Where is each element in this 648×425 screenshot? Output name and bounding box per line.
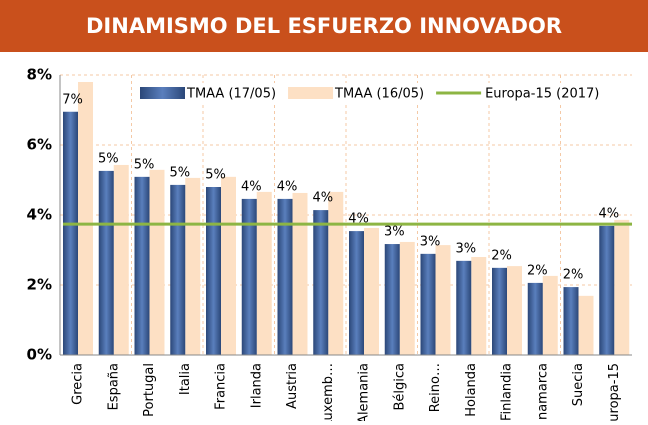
x-tick-label: Luxemb… [321, 363, 336, 421]
legend-label: TMAA (16/05) [334, 87, 424, 102]
bar [313, 210, 329, 355]
data-label: 4% [598, 206, 619, 221]
data-label: 3% [420, 234, 441, 249]
data-label: 3% [384, 225, 405, 240]
legend-swatch [288, 87, 334, 99]
bar [134, 176, 150, 355]
bar [98, 170, 114, 355]
bar [149, 169, 165, 355]
bar [420, 253, 436, 355]
y-tick-label: 4% [27, 206, 52, 224]
x-tick-label: Finlandia [500, 363, 515, 421]
bar [256, 191, 272, 355]
x-tick-label: Bélgica [392, 363, 407, 411]
y-tick-label: 8% [27, 66, 52, 84]
bar [527, 282, 543, 355]
bar [492, 267, 507, 355]
y-tick-label: 2% [27, 276, 52, 294]
data-label: 2% [527, 263, 548, 278]
bar [578, 295, 594, 355]
data-label: 5% [169, 165, 190, 180]
bar [221, 176, 236, 355]
bar [113, 164, 129, 355]
bar [456, 260, 472, 355]
data-label: 4% [241, 179, 262, 194]
bar [364, 227, 379, 355]
x-tick-label: Austria [285, 363, 300, 409]
data-label: 2% [563, 268, 584, 283]
legend-label: Europa-15 (2017) [485, 87, 599, 102]
x-tick-label: Portugal [142, 363, 157, 417]
bar [399, 241, 415, 355]
x-tick-label: Dinamarca [535, 363, 550, 421]
x-tick-label: Reino… [428, 363, 443, 412]
bar [185, 177, 201, 355]
bar [563, 287, 579, 355]
chart-title: DINAMISMO DEL ESFUERZO INNOVADOR [86, 14, 562, 38]
bar [614, 219, 630, 355]
bar [384, 244, 400, 355]
bar [277, 198, 293, 355]
x-tick-label: Alemania [357, 363, 372, 421]
bar [78, 82, 93, 355]
data-label: 5% [134, 157, 155, 172]
x-tick-label: Grecia [71, 363, 86, 405]
x-tick-label: Irlanda [249, 363, 264, 408]
bar [349, 231, 364, 355]
data-label: 5% [205, 168, 226, 183]
bar [292, 192, 308, 355]
bar [241, 198, 257, 355]
data-label: 2% [491, 248, 512, 263]
title-banner [0, 0, 648, 52]
data-label: 4% [312, 191, 333, 206]
x-tick-label: Italia [178, 363, 193, 395]
x-tick-label: Francia [214, 363, 229, 410]
bar [471, 257, 487, 355]
x-tick-label: Europa-15 [607, 363, 622, 421]
x-tick-label: Holanda [464, 363, 479, 417]
y-tick-label: 6% [27, 136, 52, 154]
bar [435, 245, 451, 355]
x-tick-label: Suecia [571, 363, 586, 406]
bar [542, 275, 558, 355]
data-label: 3% [455, 241, 476, 256]
bar [599, 225, 615, 355]
legend-box [135, 83, 630, 103]
x-tick-label: España [106, 363, 121, 410]
data-label: 4% [277, 179, 298, 194]
bar [328, 191, 344, 355]
bar [507, 266, 522, 355]
bar [170, 184, 186, 355]
legend-label: TMAA (17/05) [186, 87, 276, 102]
data-label: 7% [62, 92, 83, 107]
legend-swatch [140, 87, 185, 99]
y-tick-label: 0% [27, 346, 52, 364]
data-label: 5% [98, 151, 119, 166]
bar [63, 111, 78, 355]
bar [206, 187, 221, 355]
